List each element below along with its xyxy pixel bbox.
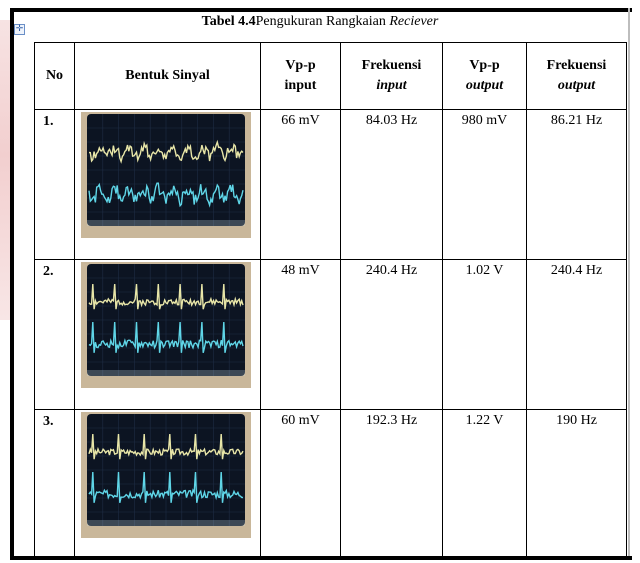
freq-input-cell: 192.3 Hz [340, 409, 443, 558]
header-freq-output: Frekuensi output [526, 42, 627, 110]
oscilloscope-image [81, 262, 251, 388]
vpp-input-cell: 66 mV [260, 109, 341, 260]
freq-output-cell: 86.21 Hz [526, 109, 627, 260]
header-freq-input: Frekuensi input [340, 42, 443, 110]
table-row: 1. 66 mV 84.03 Hz 980 mV 86.21 Hz [34, 109, 627, 260]
oscilloscope-image [81, 412, 251, 538]
freq-output-cell: 190 Hz [526, 409, 627, 558]
header-vpp-input: Vp-p input [260, 42, 341, 110]
row-number: 3. [34, 409, 75, 558]
vpp-output-cell: 1.22 V [442, 409, 527, 558]
table-move-icon[interactable]: ✛ [14, 24, 25, 35]
signal-cell [74, 109, 261, 260]
measurement-table: No Bentuk Sinyal Vp-p input Frekuensi inpu… [34, 42, 627, 558]
caption-text: Pengukuran Rangkaian [255, 14, 390, 29]
signal-cell [74, 409, 261, 558]
header-shape: Bentuk Sinyal [74, 42, 261, 110]
freq-input-cell: 240.4 Hz [340, 259, 443, 410]
page-edge-rule [628, 8, 630, 556]
caption-italic: Reciever [389, 14, 439, 29]
vpp-output-cell: 980 mV [442, 109, 527, 260]
table-header-row: No Bentuk Sinyal Vp-p input Frekuensi inpu… [34, 42, 627, 110]
table-caption: Tabel 4.4Pengukuran Rangkaian Reciever [0, 14, 640, 30]
table-row: 2. 48 mV 240.4 Hz 1.02 V 240.4 Hz [34, 259, 627, 410]
row-number: 1. [34, 109, 75, 260]
oscilloscope-image [81, 112, 251, 238]
freq-input-cell: 84.03 Hz [340, 109, 443, 260]
caption-number: Tabel 4.4 [201, 14, 256, 29]
header-no: No [34, 42, 75, 110]
vpp-input-cell: 60 mV [260, 409, 341, 558]
header-vpp-output: Vp-p output [442, 42, 527, 110]
vpp-output-cell: 1.02 V [442, 259, 527, 410]
vpp-input-cell: 48 mV [260, 259, 341, 410]
table-row: 3. 60 mV 192.3 Hz 1.22 V 190 Hz [34, 409, 627, 558]
freq-output-cell: 240.4 Hz [526, 259, 627, 410]
row-number: 2. [34, 259, 75, 410]
signal-cell [74, 259, 261, 410]
